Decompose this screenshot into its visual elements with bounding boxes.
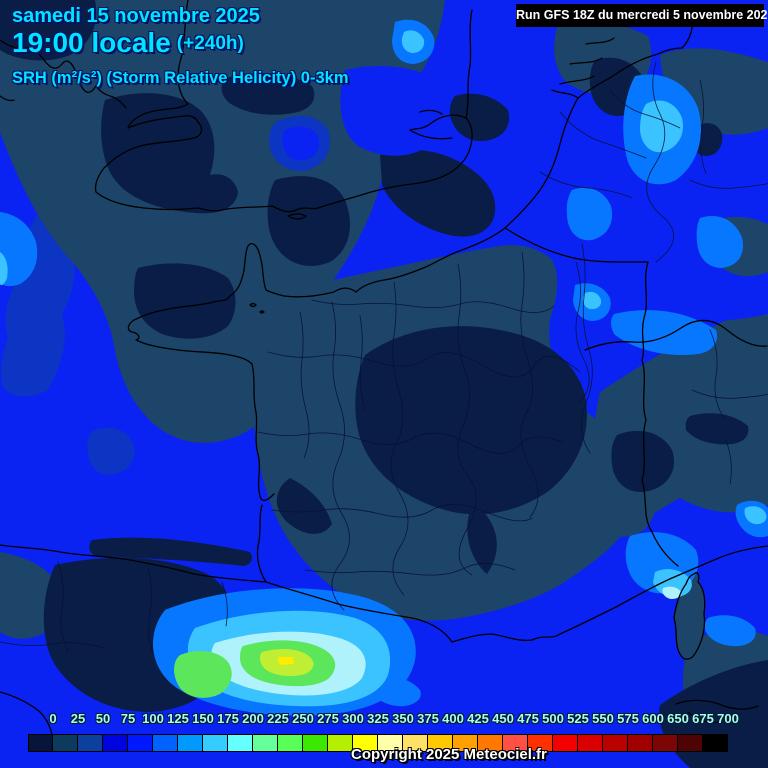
scale-cell bbox=[553, 734, 578, 752]
srh-maximum bbox=[153, 588, 416, 716]
scale-tick-label: 350 bbox=[392, 711, 414, 726]
scale-tick-label: 25 bbox=[70, 711, 86, 726]
scale-tick-label: 600 bbox=[642, 711, 664, 726]
scale-tick-label: 75 bbox=[120, 711, 136, 726]
local-time: 19:00 locale bbox=[12, 27, 171, 58]
scale-tick-label: 200 bbox=[242, 711, 264, 726]
scale-tick-label: 250 bbox=[292, 711, 314, 726]
scale-tick-label: 525 bbox=[567, 711, 589, 726]
scale-cell bbox=[528, 734, 553, 752]
scale-cell bbox=[278, 734, 303, 752]
scale-tick-label: 225 bbox=[267, 711, 289, 726]
scale-cell bbox=[128, 734, 153, 752]
scale-cell bbox=[628, 734, 653, 752]
scale-tick-label: 175 bbox=[217, 711, 239, 726]
scale-tick-label: 500 bbox=[542, 711, 564, 726]
color-scale-bar bbox=[28, 734, 728, 752]
scale-cell bbox=[28, 734, 53, 752]
scale-cell bbox=[678, 734, 703, 752]
scale-cell bbox=[453, 734, 478, 752]
scale-tick-label: 650 bbox=[667, 711, 689, 726]
scale-cell bbox=[328, 734, 353, 752]
scale-cell bbox=[478, 734, 503, 752]
scale-cell bbox=[703, 734, 728, 752]
scale-tick-label: 400 bbox=[442, 711, 464, 726]
run-info-box: Run GFS 18Z du mercredi 5 novembre 2025 bbox=[516, 4, 768, 27]
scale-cell bbox=[253, 734, 278, 752]
light-patches bbox=[0, 19, 768, 707]
scale-cell bbox=[353, 734, 378, 752]
scale-tick-label: 550 bbox=[592, 711, 614, 726]
scale-tick-label: 450 bbox=[492, 711, 514, 726]
scale-cell bbox=[403, 734, 428, 752]
scale-tick-label: 100 bbox=[142, 711, 164, 726]
scale-cell bbox=[428, 734, 453, 752]
scale-cell bbox=[178, 734, 203, 752]
scale-tick-label: 50 bbox=[95, 711, 111, 726]
scale-cell bbox=[603, 734, 628, 752]
scale-cell bbox=[78, 734, 103, 752]
scale-tick-label: 375 bbox=[417, 711, 439, 726]
forecast-offset: (+240h) bbox=[176, 33, 244, 54]
scale-cell bbox=[103, 734, 128, 752]
admin-borders bbox=[0, 61, 768, 657]
date-label: samedi 15 novembre 2025 bbox=[12, 5, 260, 27]
scale-tick-label: 275 bbox=[317, 711, 339, 726]
scale-cell bbox=[303, 734, 328, 752]
coastlines bbox=[0, 0, 768, 735]
scale-tick-label: 325 bbox=[367, 711, 389, 726]
scale-cell bbox=[653, 734, 678, 752]
scale-cell bbox=[153, 734, 178, 752]
scale-tick-label: 125 bbox=[167, 711, 189, 726]
scale-tick-label: 425 bbox=[467, 711, 489, 726]
scale-cell bbox=[578, 734, 603, 752]
scale-tick-label: 575 bbox=[617, 711, 639, 726]
time-label: 19:00 locale (+240h) bbox=[12, 27, 244, 59]
scale-tick-label: 700 bbox=[717, 711, 739, 726]
scale-tick-label: 300 bbox=[342, 711, 364, 726]
scale-tick-label: 475 bbox=[517, 711, 539, 726]
scale-tick-label: 675 bbox=[692, 711, 714, 726]
scale-tick-label: 0 bbox=[49, 711, 57, 726]
scale-cell bbox=[378, 734, 403, 752]
scale-tick-label: 150 bbox=[192, 711, 214, 726]
scale-cell bbox=[503, 734, 528, 752]
scale-cell bbox=[53, 734, 78, 752]
copyright-label: Copyright 2025 Meteociel.fr bbox=[351, 746, 547, 763]
scale-cell bbox=[203, 734, 228, 752]
parameter-label: SRH (m²/s²) (Storm Relative Helicity) 0-… bbox=[12, 69, 349, 87]
scale-cell bbox=[228, 734, 253, 752]
